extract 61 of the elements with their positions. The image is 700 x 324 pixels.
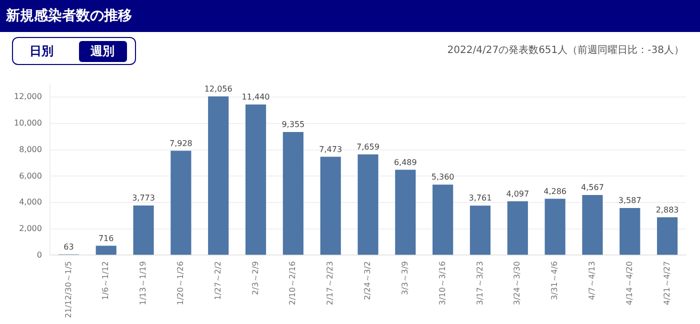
- data-label: 63: [64, 242, 74, 252]
- data-label: 6,489: [394, 158, 417, 167]
- y-tick-label: 12,000: [14, 92, 42, 102]
- x-tick-label: 2/10～2/16: [288, 261, 298, 306]
- bar: [432, 184, 454, 255]
- bar: [395, 170, 416, 255]
- data-label: 4,097: [506, 189, 530, 198]
- data-label: 11,440: [242, 92, 270, 102]
- x-tick-label: 4/14～4/20: [624, 261, 634, 306]
- y-tick-label: 0: [36, 250, 42, 260]
- x-tick-label: 1/27～2/2: [213, 261, 222, 300]
- y-tick-label: 10,000: [14, 118, 42, 128]
- x-tick-label: 1/13～1/19: [138, 261, 148, 306]
- bar: [208, 96, 229, 255]
- x-tick-label: 21/12/30～1/5: [64, 261, 73, 318]
- y-tick-label: 8,000: [19, 144, 42, 154]
- bar: [133, 206, 154, 255]
- x-tick-label: 1/6～1/12: [101, 261, 110, 300]
- data-label: 7,928: [169, 138, 192, 148]
- data-label: 4,567: [581, 183, 604, 192]
- y-tick-label: 2,000: [19, 224, 42, 233]
- data-label: 716: [98, 234, 114, 243]
- bar: [657, 217, 678, 255]
- y-tick-label: 4,000: [19, 198, 42, 207]
- data-label: 2,883: [656, 205, 679, 214]
- chart-subtitle: 2022/4/27の発表数651人（前週同曜日比：-38人）: [447, 44, 684, 57]
- bar: [96, 246, 116, 255]
- bar: [358, 154, 378, 255]
- x-tick-label: 3/3～3/9: [400, 261, 410, 295]
- x-tick-label: 2/17～2/23: [326, 261, 335, 306]
- x-tick-label: 3/17～3/23: [475, 261, 484, 306]
- data-label: 3,761: [468, 194, 492, 203]
- x-tick-label: 3/24～3/30: [512, 261, 522, 306]
- x-tick-label: 1/20～1/26: [176, 261, 186, 306]
- bar: [170, 150, 192, 255]
- bar: [544, 198, 566, 255]
- data-label: 12,056: [204, 84, 232, 94]
- bar: [245, 104, 266, 255]
- bar: [320, 156, 341, 255]
- text: 日別: [28, 42, 54, 60]
- x-tick-label: 2/24～3/2: [363, 261, 372, 300]
- data-label: 7,659: [356, 142, 380, 152]
- x-tick-label: 4/21～4/27: [662, 261, 672, 306]
- data-label: 9,355: [282, 120, 305, 130]
- x-tick-label: 3/10～3/16: [438, 261, 447, 306]
- bar: [620, 208, 640, 255]
- data-label: 4,286: [544, 186, 567, 196]
- data-label: 3,773: [132, 194, 155, 203]
- y-tick-label: 6,000: [19, 171, 42, 180]
- data-label: 7,473: [319, 144, 342, 154]
- data-label: 3,587: [618, 196, 642, 206]
- x-tick-label: 3/31～4/6: [550, 261, 560, 300]
- chart-title: 新規感染者数の推移: [0, 0, 700, 32]
- bar: [582, 195, 603, 255]
- x-tick-label: 4/7～4/13: [588, 261, 597, 300]
- x-tick-label: 2/3～2/9: [250, 261, 260, 295]
- bar: [507, 201, 528, 255]
- data-label: 5,360: [431, 172, 454, 182]
- text: 週別: [78, 40, 126, 62]
- bar: [282, 132, 304, 255]
- bar: [470, 206, 491, 255]
